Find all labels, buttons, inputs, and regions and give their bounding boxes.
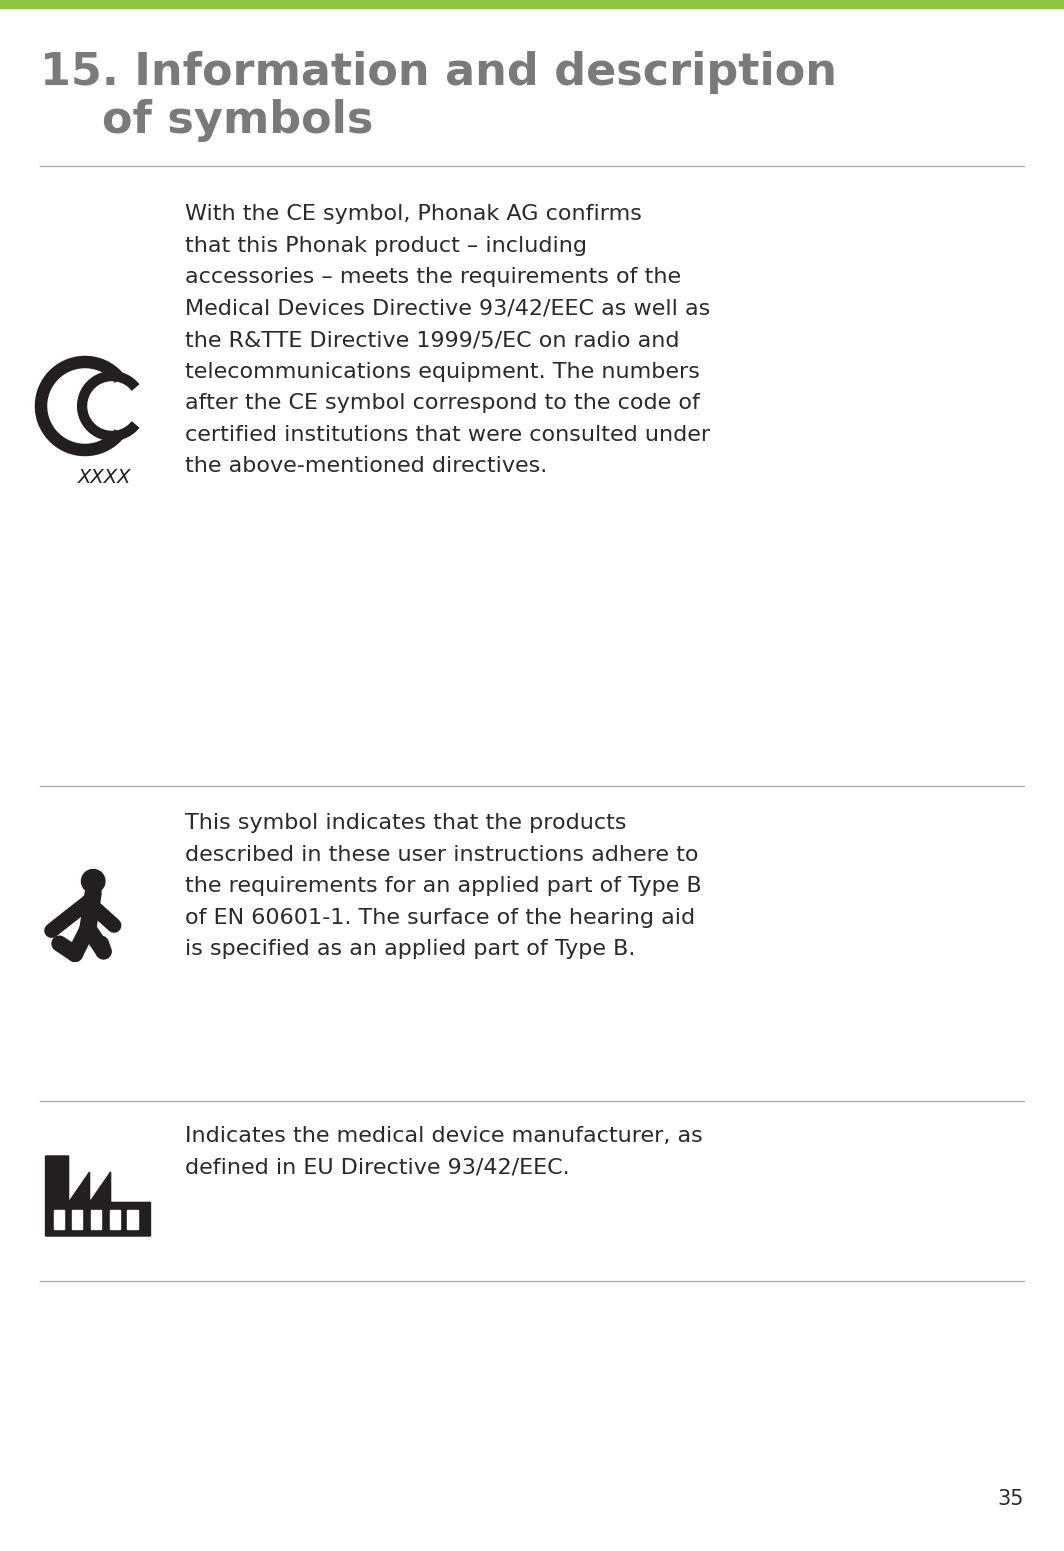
Bar	[110, 1210, 120, 1228]
Bar	[0, 0, 1064, 8]
Text: 35: 35	[998, 1489, 1024, 1509]
Text: This symbol indicates that the products
described in these user instructions adh: This symbol indicates that the products …	[185, 813, 702, 959]
Text: With the CE symbol, Phonak AG confirms
that this Phonak product – including
acce: With the CE symbol, Phonak AG confirms t…	[185, 205, 711, 476]
Text: XXXX: XXXX	[79, 468, 132, 487]
Bar	[71, 1210, 82, 1228]
Bar	[54, 1210, 65, 1228]
Bar	[128, 1210, 138, 1228]
Bar	[90, 1210, 101, 1228]
Text: 15. Information and description: 15. Information and description	[40, 51, 837, 95]
Text: of symbols: of symbols	[40, 99, 373, 143]
Polygon shape	[46, 1155, 150, 1236]
Circle shape	[82, 870, 105, 893]
Text: Indicates the medical device manufacturer, as
defined in EU Directive 93/42/EEC.: Indicates the medical device manufacture…	[185, 1126, 702, 1177]
